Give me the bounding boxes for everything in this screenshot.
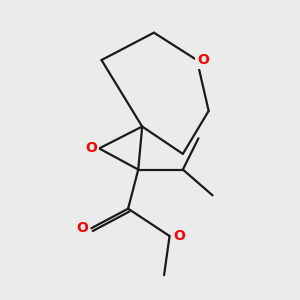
Text: O: O — [173, 229, 185, 243]
Text: O: O — [76, 221, 88, 235]
Text: O: O — [85, 141, 97, 155]
Text: O: O — [197, 53, 209, 67]
